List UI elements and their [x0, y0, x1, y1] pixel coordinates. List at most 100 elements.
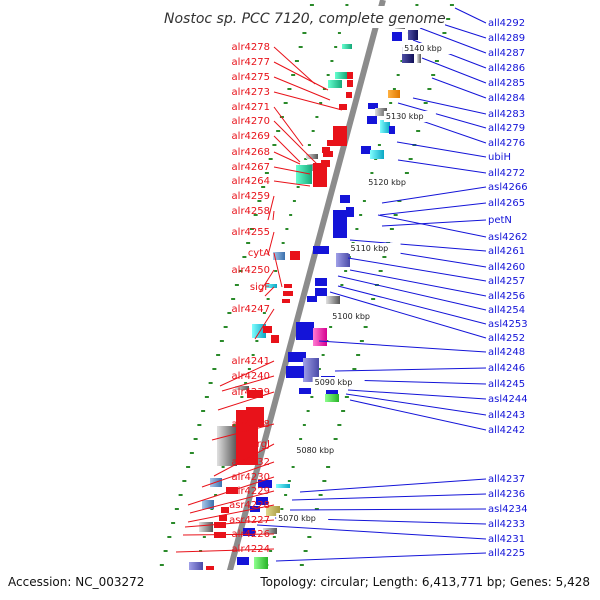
gene-block-forward — [284, 284, 292, 288]
track-dot — [356, 354, 361, 356]
track-dot — [178, 494, 183, 496]
right-leader-line — [347, 257, 487, 282]
track-dot — [214, 494, 218, 496]
gene-label-right: all4283 — [488, 109, 525, 120]
gene-label-right: all4231 — [488, 534, 525, 545]
track-dot — [242, 256, 247, 258]
gene-label-left: alr4224 — [232, 544, 270, 555]
track-dot — [341, 410, 346, 412]
track-dot — [311, 130, 315, 132]
gene-block-forward — [221, 507, 229, 513]
track-dot — [287, 88, 292, 90]
track-dot — [289, 214, 293, 216]
gene-block-reverse — [392, 32, 402, 41]
gene-label-left: alr4255 — [232, 227, 270, 238]
track-dot — [299, 564, 304, 566]
left-leader-line — [273, 61, 329, 91]
track-dot — [240, 396, 244, 398]
gene-label-right: all4237 — [488, 474, 525, 485]
track-dot — [352, 368, 357, 370]
gene-block-reverse — [370, 150, 384, 159]
gene-block-forward — [346, 92, 352, 98]
map-title: Nostoc sp. PCC 7120, complete genome — [164, 11, 446, 27]
gene-label-left: alr4278 — [232, 42, 270, 53]
track-dot — [171, 522, 176, 524]
track-dot — [221, 466, 225, 468]
gene-block-reverse — [313, 328, 327, 346]
track-dot — [227, 312, 232, 314]
left-leader-line — [273, 120, 318, 165]
scale-mark-backdrop — [348, 243, 401, 254]
track-dot — [244, 382, 248, 384]
gene-label-right: all4276 — [488, 138, 525, 149]
gene-label-left: alr4239 — [232, 387, 270, 398]
gene-block-reverse — [333, 210, 347, 238]
gene-block-reverse — [361, 146, 371, 154]
track-dot — [264, 172, 269, 174]
track-dot — [204, 396, 209, 398]
gene-block-forward — [263, 326, 272, 333]
right-leader-line — [337, 285, 487, 325]
track-dot — [344, 396, 349, 398]
gene-label-right: all4287 — [488, 48, 525, 59]
gene-block-forward — [323, 151, 333, 157]
track-dot — [345, 4, 349, 6]
gene-block-reverse — [303, 358, 319, 382]
track-dot — [291, 74, 296, 76]
scale-mark-backdrop — [276, 513, 329, 524]
track-dot — [322, 480, 327, 482]
leader-lines — [175, 7, 487, 562]
gene-label-right: all4292 — [488, 18, 525, 29]
gene-block-forward — [236, 410, 258, 465]
genome-backbone — [219, 0, 386, 600]
track-dot — [408, 158, 413, 160]
gene-block-forward — [282, 299, 290, 303]
gene-block-reverse — [336, 253, 350, 267]
scale-mark-label: 5130 kbp — [386, 112, 424, 121]
right-leader-line — [349, 239, 487, 252]
left-leader-line — [273, 151, 301, 165]
gene-block-reverse — [258, 480, 272, 488]
left-leader-line — [273, 252, 283, 288]
scale-mark-label: 5120 kbp — [368, 178, 406, 187]
gene-block-reverse — [299, 388, 311, 394]
gene-label-left: alr4238 — [232, 419, 270, 430]
right-leader-line — [381, 219, 487, 227]
right-leader-line — [379, 202, 487, 216]
gene-block-forward — [214, 522, 226, 528]
gene-label-right: all4243 — [488, 410, 525, 421]
gene-label-right: ubiH — [488, 152, 511, 163]
track-dot — [303, 550, 308, 552]
gene-label-right: all4248 — [488, 347, 525, 358]
left-leader-line — [273, 180, 311, 187]
scale-mark-label: 5110 kbp — [351, 244, 389, 253]
track-dot — [261, 186, 266, 188]
right-leader-line — [397, 102, 487, 129]
track-dot — [306, 410, 310, 412]
track-dot — [389, 102, 393, 104]
track-dot — [287, 480, 291, 482]
scale-mark-label: 5100 kbp — [332, 312, 370, 321]
scale-marks: 5140 kbp 5130 kbp 5120 kbp 5110 kbp 5100 kbp… — [276, 43, 455, 524]
left-leader-line — [189, 490, 275, 514]
scale-mark-label: 5090 kbp — [315, 378, 353, 387]
track-dot — [268, 158, 273, 160]
gene-block-reverse — [307, 296, 317, 302]
right-leader-line — [396, 141, 487, 158]
track-dot — [276, 130, 281, 132]
track-dot — [423, 102, 428, 104]
gene-label-left: alr4277 — [232, 57, 270, 68]
gene-label-left: alr4232 — [232, 457, 270, 468]
track-dot — [326, 74, 330, 76]
gene-block-forward — [202, 500, 214, 509]
gene-label-right: all4286 — [488, 63, 525, 74]
gene-block-reverse — [286, 366, 304, 378]
gene-block-reverse — [315, 288, 327, 296]
track-dot — [216, 354, 221, 356]
gene-block-forward — [347, 80, 353, 87]
left-leader-line — [184, 519, 275, 528]
gene-label-left: asr4228 — [229, 500, 270, 511]
gene-block-forward — [322, 147, 330, 153]
track-dot — [284, 494, 288, 496]
track-dot — [382, 256, 387, 258]
